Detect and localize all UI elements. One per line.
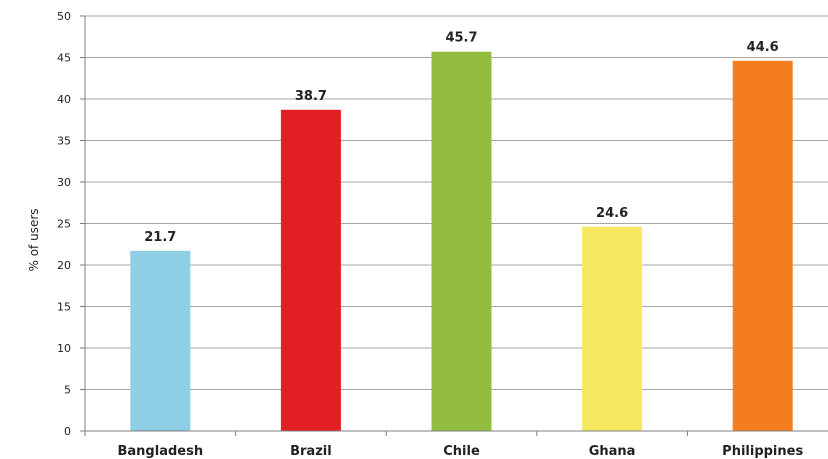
y-tick-label: 0: [64, 425, 71, 438]
bar-bangladesh: [130, 250, 191, 431]
bar-ghana: [582, 226, 643, 431]
bars: [130, 51, 793, 431]
data-label: 45.7: [445, 31, 477, 46]
y-tick-label: 40: [57, 93, 71, 106]
x-category-label: Chile: [443, 444, 480, 459]
axes: [80, 15, 828, 436]
y-tick-label: 5: [64, 384, 71, 397]
x-category-label: Ghana: [589, 444, 636, 459]
y-tick-label: 35: [57, 135, 71, 148]
data-label: 38.7: [295, 89, 327, 104]
y-tick-label: 50: [57, 10, 71, 23]
y-tick-label: 30: [57, 176, 71, 189]
bar-philippines: [732, 60, 793, 431]
x-category-label: Bangladesh: [118, 444, 204, 459]
x-category-label: Brazil: [290, 444, 332, 459]
y-tick-label: 25: [57, 218, 71, 231]
y-tick-label: 10: [57, 342, 71, 355]
data-label: 24.6: [596, 206, 628, 221]
data-label: 21.7: [144, 230, 176, 245]
labels: 0 5 10 15 20 25 30 35 40 45 50 21.7 Bangladesh 38.7 Br…: [57, 10, 803, 459]
x-category-label: Philippines: [722, 444, 803, 459]
y-tick-label: 20: [57, 259, 71, 272]
y-tick-label: 15: [57, 301, 71, 314]
y-tick-label: 45: [57, 52, 71, 65]
bar-brazil: [280, 109, 341, 431]
y-axis-title: % of users: [27, 208, 41, 271]
bar-chile: [431, 51, 492, 431]
data-label: 44.6: [747, 40, 779, 55]
